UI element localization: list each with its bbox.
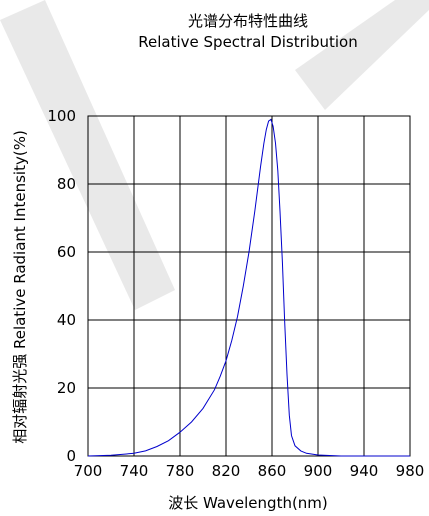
y-axis-label: 相对辐射光强 Relative Radiant Intensity(%) (11, 130, 29, 444)
chart-title: 光谱分布特性曲线 (188, 12, 308, 30)
y-tick-label: 60 (57, 243, 76, 261)
x-tick-label: 780 (166, 462, 195, 480)
spectral-curve (87, 118, 410, 457)
y-tick-labels: 0 20 40 60 80 100 (47, 107, 76, 465)
y-tick-label: 100 (47, 107, 76, 125)
y-tick-label: 20 (57, 379, 76, 397)
plot-frame (87, 115, 411, 457)
y-tick-label: 80 (57, 175, 76, 193)
x-tick-label: 980 (396, 462, 425, 480)
x-tick-label: 820 (212, 462, 241, 480)
y-tick-label: 0 (66, 447, 76, 465)
y-tick-label: 40 (57, 311, 76, 329)
x-tick-label: 860 (258, 462, 287, 480)
x-tick-label: 940 (350, 462, 379, 480)
x-tick-label: 740 (120, 462, 149, 480)
x-tick-label: 700 (74, 462, 103, 480)
x-tick-labels: 700 740 780 820 860 900 940 980 (74, 462, 425, 480)
x-axis-label: 波长 Wavelength(nm) (168, 494, 328, 512)
chart-subtitle: Relative Spectral Distribution (138, 33, 357, 51)
x-tick-label: 900 (304, 462, 333, 480)
